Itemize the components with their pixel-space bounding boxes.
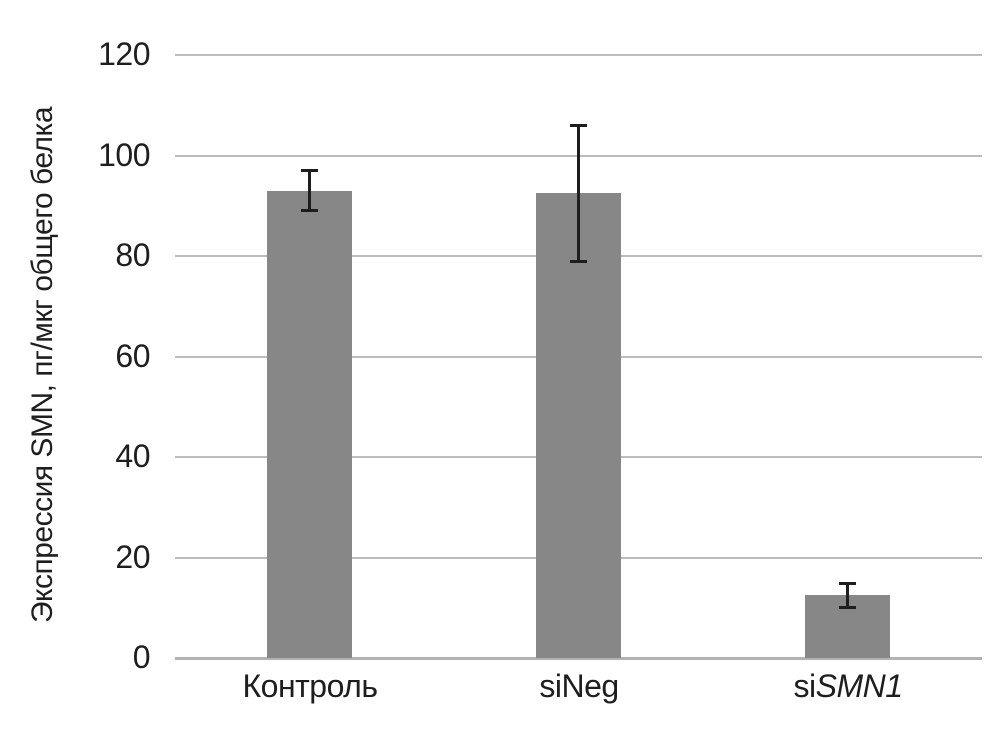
- x-category-label: siNeg: [539, 668, 619, 704]
- y-tick-label: 40: [115, 437, 150, 474]
- error-bar-top-cap: [839, 582, 856, 585]
- y-tick-label: 0: [132, 638, 151, 675]
- error-bar-line: [577, 125, 580, 261]
- x-category-label: siSMN1: [793, 668, 903, 704]
- y-tick-label: 120: [98, 35, 150, 72]
- y-tick-label: 60: [115, 337, 150, 374]
- error-bar-line: [308, 171, 311, 211]
- error-bar-top-cap: [301, 169, 318, 172]
- gridline: [175, 54, 982, 56]
- x-category-label: Контроль: [242, 668, 379, 704]
- y-tick-label: 20: [115, 538, 150, 575]
- y-tick-label: 100: [98, 136, 150, 173]
- error-bar-top-cap: [570, 124, 587, 127]
- error-bar-bottom-cap: [301, 209, 318, 212]
- x-axis-category-labels: Контроль siNeg siSMN1: [175, 668, 982, 718]
- plot-area: [175, 54, 982, 660]
- x-axis-line: [175, 657, 982, 660]
- y-tick-label: 80: [115, 236, 150, 273]
- error-bar-line: [846, 583, 849, 607]
- error-bar-bottom-cap: [570, 260, 587, 263]
- error-bar-bottom-cap: [839, 606, 856, 609]
- bar: [267, 191, 352, 658]
- bar: [536, 193, 621, 658]
- y-axis-tick-labels: 0 20 40 60 80 100 120: [0, 36, 150, 675]
